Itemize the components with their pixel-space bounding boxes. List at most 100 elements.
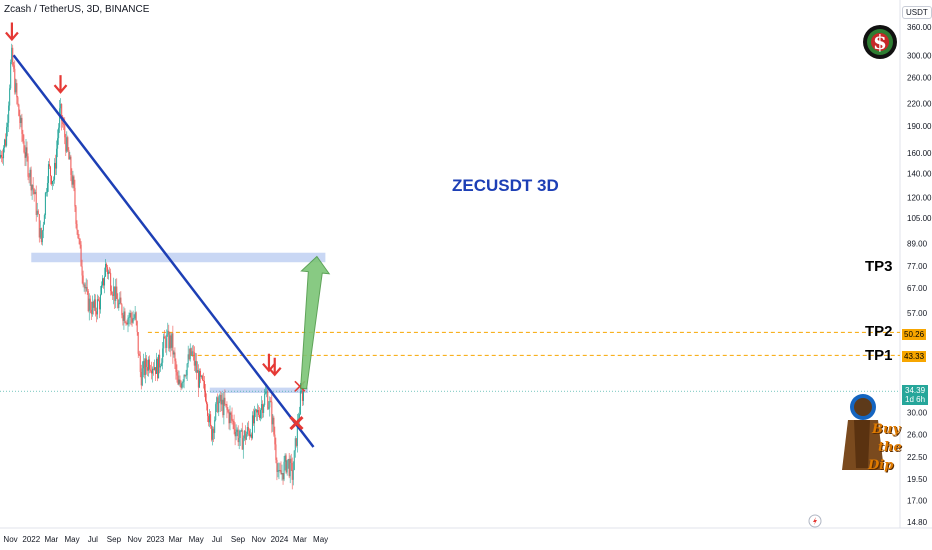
candle-body [121,304,123,316]
candle-body [87,290,89,312]
candle-body [131,317,133,323]
candle-body [147,359,149,371]
candle-body [300,390,302,392]
candle-body [232,420,234,422]
candle-body [86,286,88,291]
candle-body [113,286,115,296]
candle-body [127,317,129,325]
candle-body [57,138,59,149]
candle-body [98,300,100,310]
candle-body [41,230,43,243]
candle-body [4,139,6,148]
candle-body [138,353,140,356]
candle-body [12,47,14,66]
candle-body [274,434,276,445]
candle-body [126,322,128,325]
candle-body [148,359,150,370]
down-arrow-marker [262,353,276,373]
candle-body [132,318,134,323]
candle-body [299,391,301,415]
candle-body [201,375,203,381]
candle-body [111,291,113,295]
buy-the-dip-figure [842,394,884,470]
candle-body [102,278,103,286]
candle-body [172,333,174,355]
price-tick-label: 89.00 [907,240,928,249]
time-tick-label: May [313,535,328,544]
candle-body [199,370,201,377]
candle-body [194,361,196,366]
tp2-label: TP2 [865,323,893,340]
candle-body [104,276,106,286]
candle-body [223,397,225,416]
countdown: 1d 6h [905,395,926,404]
candle-body [244,430,246,440]
candle-body [106,263,108,268]
candle-body [206,400,208,405]
candle-body [273,417,275,435]
candle-body [66,137,68,152]
candle-body [278,470,280,471]
price-tick-label: 160.00 [907,149,932,158]
candle-body [122,315,124,321]
candle-body [33,189,35,195]
candle-body [246,427,248,435]
candle-body [14,68,16,93]
candle-body [187,354,189,364]
candle-body [58,127,60,139]
plot-area[interactable] [0,0,900,528]
candle-body [28,176,30,178]
candle-body [269,400,271,408]
candle-body [38,214,40,238]
lightning-icon[interactable] [808,514,822,528]
candle-body [72,176,74,185]
candle-body [16,83,18,98]
trendline[interactable] [12,54,315,448]
candle-body [237,429,239,443]
candle-body [220,395,222,405]
candle-body [293,450,295,470]
candle-body [207,404,209,417]
candle-body [282,473,284,480]
candle-body [277,470,279,472]
candle-body [89,298,91,310]
candle-body [60,103,62,109]
time-axis[interactable]: Nov 2022 Mar May Jul Sep Nov 2023 Mar May Jul Sep No… [3,535,328,544]
target-arrow [300,255,331,390]
time-tick-label: 2023 [146,535,164,544]
candle-body [124,311,126,323]
candle-body [296,420,298,446]
price-axis[interactable]: 360.00 300.00 260.00 220.00 190.00 160.00 140.… [907,23,932,527]
candle-body [108,271,110,275]
candle-body [10,62,12,89]
candle-body [158,354,160,379]
candle-body [161,362,163,367]
candle-body [56,148,58,169]
candle-body [105,263,107,277]
markers [5,22,306,431]
candle-body [125,322,127,324]
candle-body [280,470,282,475]
candle-body [53,179,55,181]
target-lines [147,331,900,356]
currency-button[interactable]: USDT [902,6,932,19]
candle-body [90,309,92,315]
candle-body [8,105,10,123]
candle-body [298,414,300,421]
candle-body [83,284,85,286]
candle-body [290,458,292,463]
candle-body [263,405,265,413]
candle-body [153,368,154,370]
candle-body [129,312,131,318]
candle-body [256,409,258,413]
candle-body [275,444,277,460]
candle-body [88,298,90,312]
time-tick-label: Mar [293,535,307,544]
candle-body [216,397,218,405]
time-tick-label: 2024 [271,535,289,544]
candle-body [1,154,3,158]
candle-body [43,215,45,225]
price-tick-label: 190.00 [907,122,932,131]
candle-body [242,438,244,450]
